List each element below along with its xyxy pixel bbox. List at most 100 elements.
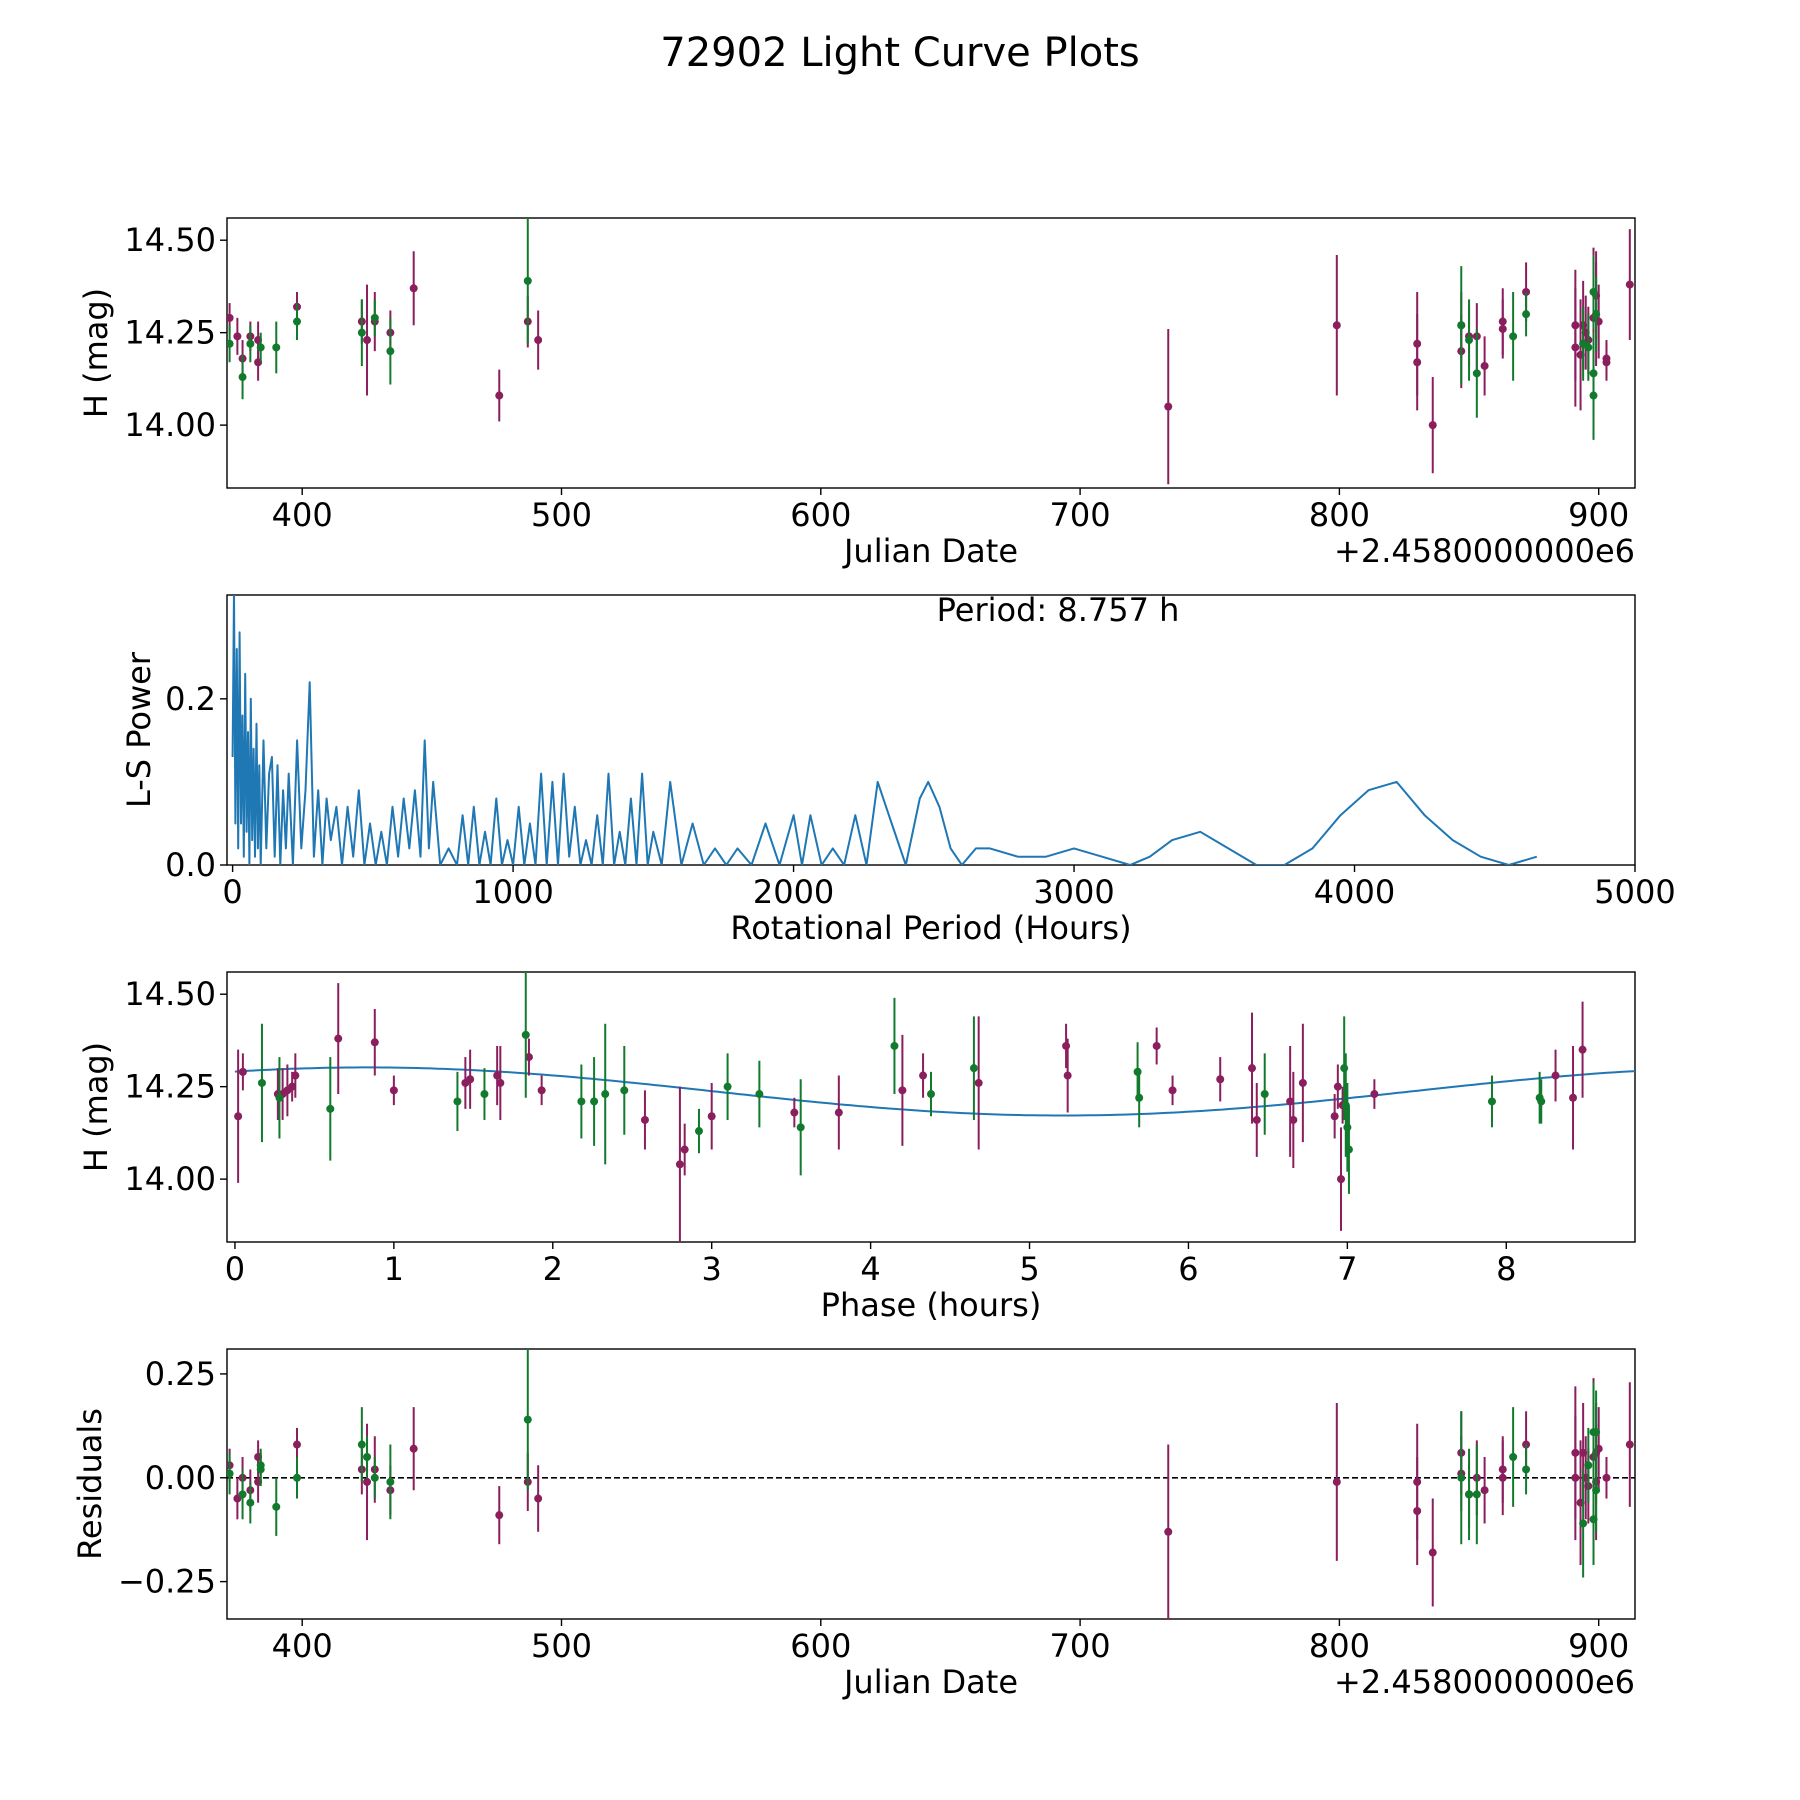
filter-2-point [577, 1097, 586, 1106]
filter-2-point [1509, 332, 1518, 341]
phased-panel: Phase (hours) H (mag) 0 1 2 3 4 5 6 7 8 14.00 14.2… [77, 971, 1636, 1324]
filter-2-point [238, 1490, 247, 1499]
phased-xtick-label: 5 [1019, 1250, 1039, 1288]
filter-1-point [409, 1444, 418, 1453]
filter-1-point [1216, 1075, 1225, 1084]
filter-2-point [1584, 1461, 1593, 1470]
filter-1-point [1498, 317, 1507, 326]
filter-2-point [1472, 369, 1481, 378]
filter-2-point [1592, 1428, 1601, 1437]
filter-1-point [898, 1086, 907, 1095]
filter-1-point [409, 284, 418, 293]
filter-2-point [370, 1473, 379, 1482]
residuals-ytick-label: −0.25 [118, 1563, 216, 1601]
residuals-ylabel: Residuals [71, 1408, 109, 1560]
lightcurve-ytick-label: 14.25 [124, 314, 216, 352]
figure-title: 72902 Light Curve Plots [660, 30, 1139, 76]
filter-2-point [238, 373, 247, 382]
filter-1-point [1571, 343, 1580, 352]
filter-2-point [386, 1477, 395, 1486]
filter-1-point [1413, 1507, 1422, 1515]
filter-1-point [363, 1477, 372, 1486]
phased-ylabel: H (mag) [77, 1042, 115, 1172]
filter-1-point [293, 1440, 302, 1449]
filter-2-point [363, 1453, 372, 1461]
filter-1-point [495, 1511, 504, 1520]
residuals-xtick-label: 600 [790, 1627, 851, 1665]
filter-2-point [1457, 1473, 1466, 1482]
filter-2-point [246, 1498, 255, 1507]
filter-1-point [1330, 1112, 1339, 1121]
filter-1-point [363, 336, 372, 345]
periodogram-xtick-label: 1000 [472, 873, 553, 911]
phased-xtick-label: 1 [384, 1250, 404, 1288]
periodogram-panel: Rotational Period (Hours) L-S Power Peri… [120, 591, 1676, 947]
phased-ytick-label: 14.25 [124, 1068, 216, 1106]
phased-xtick-label: 3 [702, 1250, 722, 1288]
residuals-xtick-label: 800 [1309, 1627, 1370, 1665]
lightcurve-ylabel: H (mag) [77, 288, 115, 418]
filter-1-point [1248, 1064, 1257, 1073]
filter-2-point [326, 1104, 335, 1113]
filter-2-point [796, 1123, 805, 1132]
phased-xtick-label: 6 [1178, 1250, 1198, 1288]
filter-1-point [1480, 361, 1489, 370]
filter-1-point [640, 1115, 649, 1124]
filter-1-point [496, 1078, 505, 1087]
phased-xtick-label: 4 [860, 1250, 880, 1288]
filter-1-point [288, 1082, 297, 1091]
filter-1-point [1289, 1115, 1298, 1124]
filter-1-point [1164, 402, 1173, 411]
periodogram-ylabel: L-S Power [120, 651, 158, 808]
filter-2-point [1465, 1490, 1474, 1499]
filter-1-point [534, 1494, 543, 1503]
filter-2-point [1537, 1097, 1546, 1106]
filter-2-point [755, 1090, 764, 1099]
filter-2-point [1343, 1123, 1352, 1132]
filter-2-point [1133, 1067, 1142, 1076]
lightcurve-data [227, 218, 1634, 485]
filter-1-point [1286, 1097, 1295, 1106]
phased-xlabel: Phase (hours) [821, 1286, 1042, 1324]
residuals-xlabel: Julian Date [842, 1663, 1018, 1701]
residuals-xtick-label: 900 [1568, 1627, 1629, 1665]
filter-1-point [790, 1108, 799, 1117]
filter-2-point [1487, 1097, 1496, 1106]
periodogram-xtick-label: 5000 [1594, 873, 1675, 911]
filter-1-point [1298, 1078, 1307, 1087]
periodogram-xtick-label: 4000 [1314, 873, 1395, 911]
filter-1-point [1498, 1473, 1507, 1482]
fit-model-line [234, 1066, 1635, 1117]
phased-xtick-label: 7 [1337, 1250, 1357, 1288]
filter-1-point [291, 1071, 300, 1080]
filter-2-point [1509, 1453, 1518, 1461]
filter-2-point [1457, 321, 1466, 330]
filter-2-point [1592, 1486, 1601, 1495]
filter-2-point [969, 1064, 978, 1073]
filter-2-point [694, 1127, 703, 1136]
lightcurve-xtick-label: 700 [1050, 496, 1111, 534]
filter-1-point [234, 1112, 243, 1121]
filter-1-point [1428, 1548, 1437, 1557]
filter-2-point [1260, 1090, 1269, 1099]
filter-2-point [1135, 1093, 1144, 1102]
filter-1-point [227, 313, 234, 322]
filter-2-point [246, 339, 255, 348]
lightcurve-xtick-label: 900 [1568, 496, 1629, 534]
filter-1-point [233, 332, 242, 341]
filter-2-point [1592, 310, 1601, 319]
phased-data [234, 972, 1635, 1242]
filter-2-point [620, 1086, 629, 1095]
filter-1-point [238, 1067, 247, 1076]
periodogram-axes-frame [226, 594, 1636, 866]
filter-1-point [707, 1112, 716, 1121]
filter-1-point [1569, 1093, 1578, 1102]
residuals-panel: Julian Date Residuals +2.4580000000e6 40… [71, 1348, 1636, 1701]
filter-2-point [357, 328, 366, 337]
residuals-xtick-label: 400 [272, 1627, 333, 1665]
filter-1-point [1428, 421, 1437, 430]
filter-1-point [537, 1086, 546, 1095]
filter-2-point [1344, 1145, 1353, 1154]
lightcurve-ytick-label: 14.50 [124, 221, 216, 259]
filter-1-point [370, 1038, 379, 1047]
